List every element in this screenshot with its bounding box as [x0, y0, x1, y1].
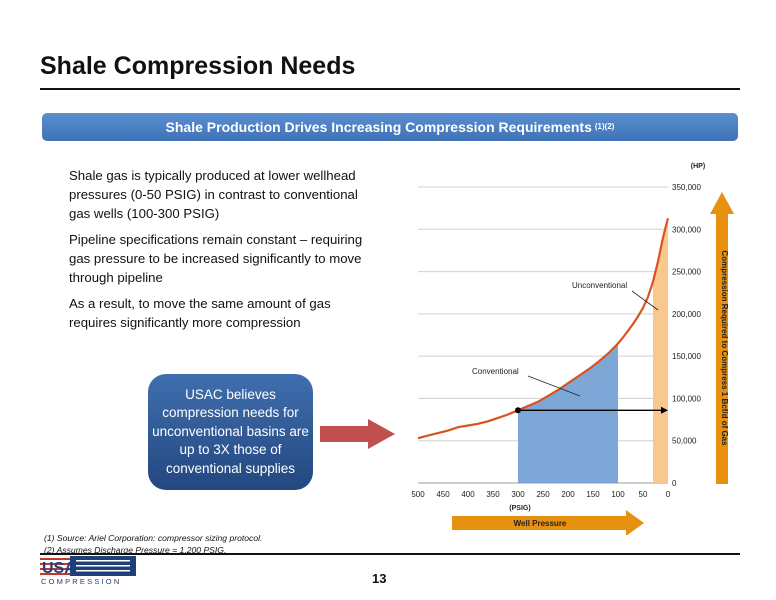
x-tick-label: 100: [611, 490, 625, 499]
banner-superscript: (1)(2): [594, 121, 615, 131]
footnote: (2) Assumes Discharge Pressure = 1,200 P…: [44, 545, 227, 555]
x-tick-label: 500: [411, 490, 425, 499]
callout-arrow-icon: [320, 419, 395, 449]
x-tick-label: 350: [486, 490, 500, 499]
y-tick-label: 150,000: [672, 352, 701, 361]
logo-bottom-text: COMPRESSION: [41, 577, 121, 586]
footnote: (1) Source: Ariel Corporation: compresso…: [44, 533, 263, 543]
logo-top-text: USA: [42, 560, 76, 577]
y-arrow-label: Compression Required to Compress 1 Bcf/d…: [720, 250, 729, 446]
x-tick-label: 450: [436, 490, 450, 499]
x-tick-label: 50: [639, 490, 648, 499]
footer-divider: [40, 553, 740, 555]
unconventional-leader: [631, 290, 659, 311]
reference-arrowhead-icon: [661, 406, 668, 414]
title-divider: [40, 88, 740, 90]
section-banner: Shale Production Drives Increasing Compr…: [42, 113, 738, 141]
y-tick-label: 200,000: [672, 310, 701, 319]
x-tick-label: 300: [511, 490, 525, 499]
y-tick-label: 100,000: [672, 394, 701, 403]
y-tick-labels: 0 50,000 100,000 150,000 200,000 250,000 300,0…: [672, 183, 701, 488]
region-conventional: [518, 343, 618, 483]
unconventional-label: Unconventional: [572, 281, 627, 290]
conventional-leader: [527, 375, 581, 397]
callout-box: USAC believes compression needs for unco…: [148, 374, 313, 490]
compression-chart: 0 50,000 100,000 150,000 200,000 250,000 300,0…: [411, 163, 734, 535]
region-layer: [518, 218, 668, 483]
footnotes: (1) Source: Ariel Corporation: compresso…: [44, 532, 262, 556]
x-tick-label: 400: [461, 490, 475, 499]
reference-point: [515, 407, 521, 414]
y-tick-label: 50,000: [672, 437, 697, 446]
x-tick-label: 200: [561, 490, 575, 499]
x-tick-label: 0: [666, 490, 671, 499]
y-tick-label: 0: [672, 479, 677, 488]
x-tick-labels: 500 450 400 350 300 250 200 150 100 50 0: [411, 490, 670, 499]
region-unconventional: [653, 218, 668, 483]
bullet-list: Shale gas is typically produced at lower…: [69, 166, 369, 339]
y-unit-label: (HP): [691, 163, 705, 170]
x-unit-label: (PSIG): [509, 505, 530, 512]
x-arrow-label: Well Pressure: [514, 519, 567, 528]
bullet-item: As a result, to move the same amount of …: [69, 296, 331, 330]
page-number: 13: [372, 571, 387, 586]
x-tick-label: 250: [536, 490, 550, 499]
bullet-item: Shale gas is typically produced at lower…: [69, 168, 358, 221]
annotation-layer: Conventional Unconventional: [472, 281, 659, 397]
bullet-item: Pipeline specifications remain constant …: [69, 232, 363, 285]
well-pressure-arrow-icon: [452, 510, 644, 535]
compression-arrow-icon: [710, 192, 734, 484]
y-tick-label: 250,000: [672, 268, 701, 277]
series-line: [417, 218, 670, 440]
x-tick-label: 150: [586, 490, 600, 499]
usa-compression-logo: USA COMPRESSION: [40, 556, 136, 586]
banner-text: Shale Production Drives Increasing Compr…: [165, 119, 592, 135]
y-tick-label: 300,000: [672, 225, 701, 234]
y-tick-label: 350,000: [672, 183, 701, 192]
conventional-label: Conventional: [472, 367, 519, 376]
series-layer: [417, 218, 670, 440]
slide-title: Shale Compression Needs: [40, 52, 356, 80]
callout-text: USAC believes compression needs for unco…: [152, 386, 309, 476]
